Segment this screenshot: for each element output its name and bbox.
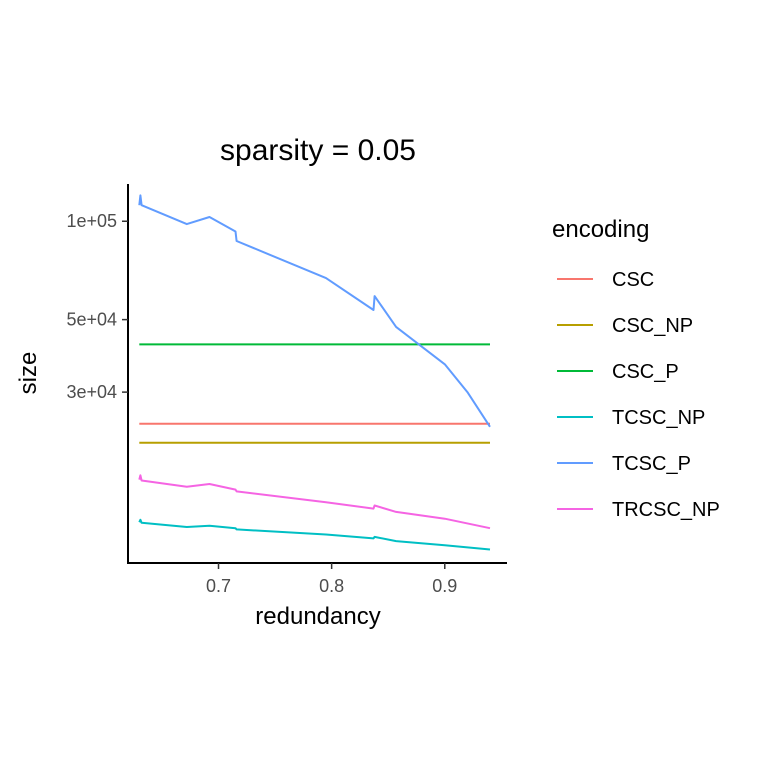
plot-lines [138,194,491,551]
x-ticks: 0.7 0.8 0.9 [206,563,457,596]
y-tick-label: 1e+05 [66,211,117,231]
legend: encoding CSC CSC_NP CSC_P TCSC_NP TCSC_P TRCS… [552,216,720,521]
series-line-trcsc-np [138,474,491,530]
legend-label-tcsc-np: TCSC_NP [612,407,705,429]
legend-label-tcsc-p: TCSC_P [612,453,691,475]
legend-items: CSC CSC_NP CSC_P TCSC_NP TCSC_P TRCSC_NP [557,269,720,521]
chart-title: sparsity = 0.05 [220,134,416,167]
x-axis-title: redundancy [255,603,380,630]
x-tick-label: 0.9 [432,576,457,596]
y-tick-label: 5e+04 [66,310,117,330]
series-line-tcsc-p [138,194,491,428]
x-tick-label: 0.7 [206,576,231,596]
series-line-tcsc-np [138,518,491,551]
legend-label-csc-np: CSC_NP [612,315,693,337]
legend-title: encoding [552,216,649,243]
y-ticks: 3e+04 5e+04 1e+05 [66,211,128,402]
y-tick-label: 3e+04 [66,382,117,402]
y-axis-title: size [15,352,42,395]
x-tick-label: 0.8 [319,576,344,596]
legend-label-trcsc-np: TRCSC_NP [612,499,720,521]
legend-label-csc-p: CSC_P [612,361,679,383]
legend-label-csc: CSC [612,269,654,291]
